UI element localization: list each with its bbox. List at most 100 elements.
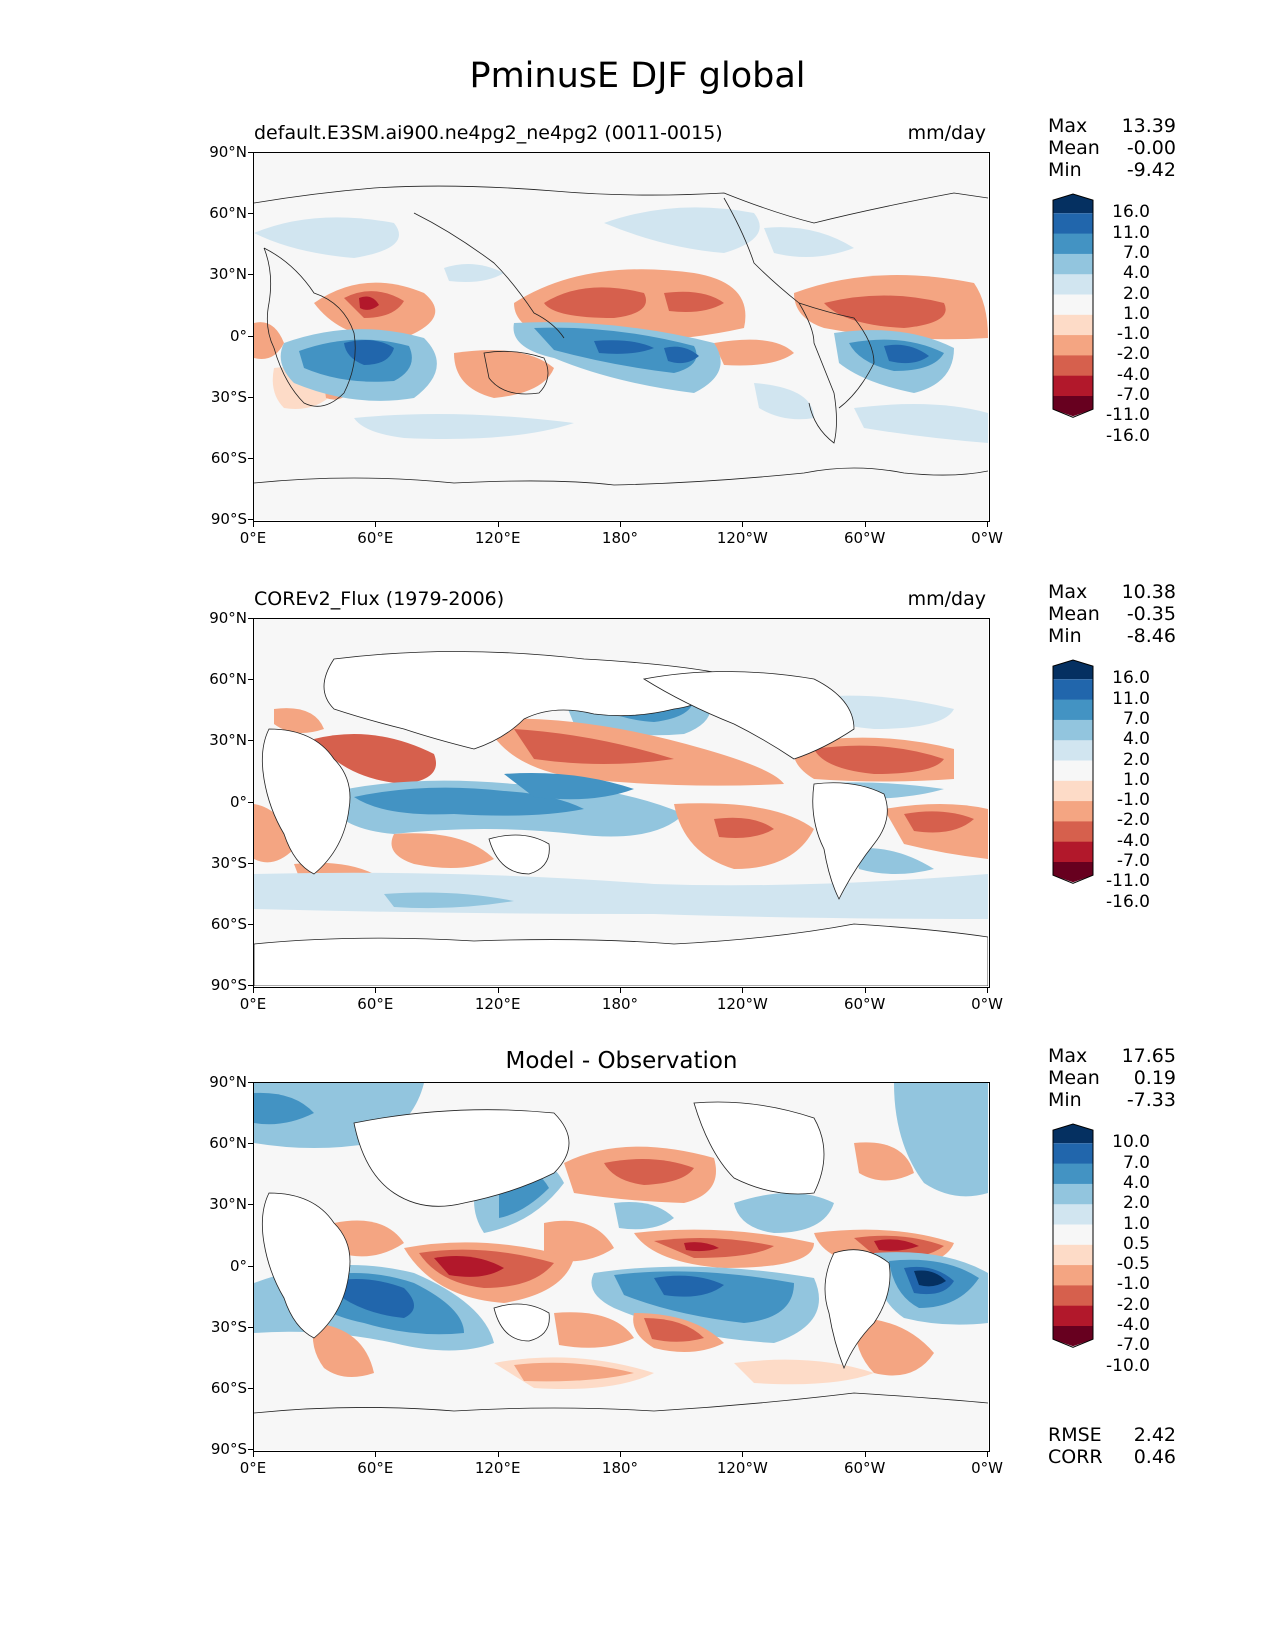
x-tick-mark (375, 1452, 377, 1457)
y-tick-label: 90°N (209, 1073, 247, 1091)
colorbar-level-label: -1.0 (1116, 324, 1150, 345)
y-tick-label: 0° (229, 792, 247, 811)
colorbar-segment (1053, 233, 1093, 255)
x-tick-label: 60°E (357, 529, 394, 547)
x-tick-label: 0°W (971, 995, 1003, 1013)
colorbar-segment (1053, 1285, 1093, 1307)
y-tick-label: 60°N (209, 1134, 247, 1153)
x-tick-mark (375, 988, 377, 993)
x-tick-mark (497, 522, 499, 527)
map-model (253, 152, 990, 522)
y-tick-mark (248, 457, 253, 459)
stat-min: Min -8.46 (1048, 625, 1176, 647)
colorbar-extend-top (1053, 194, 1093, 214)
colorbar-level-label: -1.0 (1116, 1274, 1150, 1295)
colorbar-extend-top (1053, 1124, 1093, 1144)
stat-corr: CORR 0.46 (1048, 1446, 1176, 1468)
colorbar-level-label: -0.5 (1116, 1254, 1150, 1275)
colorbar-segment (1053, 1224, 1093, 1246)
stat-max: Max 17.65 (1048, 1045, 1176, 1067)
colorbar-segment (1053, 821, 1093, 843)
panel-left-title: default.E3SM.ai900.ne4pg2_ne4pg2 (0011-0… (254, 122, 723, 144)
colorbar-level-label: 16.0 (1112, 668, 1150, 689)
y-tick-label: 0° (229, 1256, 247, 1275)
colorbar-segment (1053, 760, 1093, 782)
colorbar-level-label: -2.0 (1116, 344, 1150, 365)
colorbar-level-label: 2.0 (1122, 749, 1150, 770)
x-tick-label: 0°E (239, 529, 267, 547)
colorbar-segment (1053, 1163, 1093, 1185)
colorbar-level-label: 4.0 (1122, 729, 1150, 750)
x-tick-mark (987, 1452, 988, 1457)
x-tick-label: 60°E (357, 1459, 394, 1477)
x-tick-mark (864, 1452, 866, 1457)
y-tick-mark (248, 152, 253, 153)
y-tick-mark (248, 923, 253, 925)
colorbar-level-label: 2.0 (1122, 1193, 1150, 1214)
y-tick-mark (248, 801, 253, 803)
x-tick-mark (864, 988, 866, 993)
y-tick-label: 60°S (210, 914, 247, 933)
stats-observation: Max 10.38 Mean -0.35 Min -8.46 (1048, 581, 1176, 647)
colorbar-segment (1053, 1305, 1093, 1327)
x-tick-label: 120°W (716, 995, 768, 1013)
colorbar-segment (1053, 801, 1093, 822)
colorbar-level-label: 1.0 (1122, 769, 1150, 790)
y-tick-label: 90°S (210, 976, 247, 994)
stat-mean: Mean 0.19 (1048, 1067, 1176, 1089)
x-tick-label: 0°E (239, 995, 267, 1013)
colorbar-level-label: -4.0 (1116, 1315, 1150, 1335)
y-tick-mark (248, 1265, 253, 1267)
y-tick-mark (248, 274, 253, 276)
colorbar-segment (1053, 1244, 1093, 1266)
x-tick-mark (742, 522, 744, 527)
colorbar-level-label: -16.0 (1106, 425, 1150, 446)
colorbar-segment (1053, 294, 1093, 316)
x-tick-label: 60°E (357, 995, 394, 1013)
colorbar-level-label: -16.0 (1106, 891, 1150, 912)
colorbar-level-label: 10.0 (1112, 1132, 1150, 1153)
y-tick-mark (248, 213, 253, 215)
x-tick-label: 120°W (716, 1459, 768, 1477)
colorbar-outline (1052, 1123, 1094, 1348)
y-tick-mark (248, 1387, 253, 1389)
y-tick-label: 90°N (209, 609, 247, 627)
x-tick-mark (620, 522, 621, 527)
x-tick-mark (742, 988, 744, 993)
x-tick-mark (253, 522, 254, 527)
colorbar-level-label: -10.0 (1106, 1355, 1150, 1376)
x-tick-label: 180° (601, 1459, 639, 1477)
panel-units: mm/day (907, 588, 986, 610)
colorbar-segment (1053, 841, 1093, 863)
colorbar-level-label: -2.0 (1116, 810, 1150, 831)
stat-min: Min -9.42 (1048, 159, 1176, 181)
colorbar-level-label: 7.0 (1122, 242, 1150, 263)
y-tick-mark (248, 396, 253, 398)
y-tick-label: 30°N (209, 731, 247, 750)
stats-skill: RMSE 2.42 CORR 0.46 (1048, 1424, 1176, 1468)
stat-rmse: RMSE 2.42 (1048, 1424, 1176, 1446)
colorbar-level-label: 7.0 (1122, 708, 1150, 729)
panel-left-title: COREv2_Flux (1979-2006) (254, 588, 505, 610)
colorbar-level-label: 1.0 (1122, 303, 1150, 324)
colorbar-level-label: 16.0 (1112, 202, 1150, 223)
colorbar-segment (1053, 1204, 1093, 1225)
stats-model: Max 13.39 Mean -0.00 Min -9.42 (1048, 115, 1176, 181)
y-tick-mark (248, 1143, 253, 1145)
colorbar-segment (1053, 719, 1093, 741)
colorbar-level-label: -1.0 (1116, 790, 1150, 811)
colorbar-level-label: 11.0 (1112, 688, 1150, 709)
x-tick-label: 60°W (843, 995, 886, 1013)
y-tick-mark (248, 740, 253, 742)
y-tick-label: 30°S (210, 387, 247, 406)
y-tick-mark (248, 1082, 253, 1083)
x-tick-mark (987, 988, 988, 993)
figure-title: PminusE DJF global (469, 56, 806, 96)
colorbar-level-label: 2.0 (1122, 283, 1150, 304)
x-tick-mark (864, 522, 866, 527)
x-tick-label: 180° (601, 995, 639, 1013)
colorbar-extend-bottom (1053, 1326, 1093, 1347)
colorbar-level-label: -7.0 (1116, 851, 1150, 871)
x-tick-label: 0°W (971, 1459, 1003, 1477)
x-tick-label: 120°E (474, 995, 521, 1013)
